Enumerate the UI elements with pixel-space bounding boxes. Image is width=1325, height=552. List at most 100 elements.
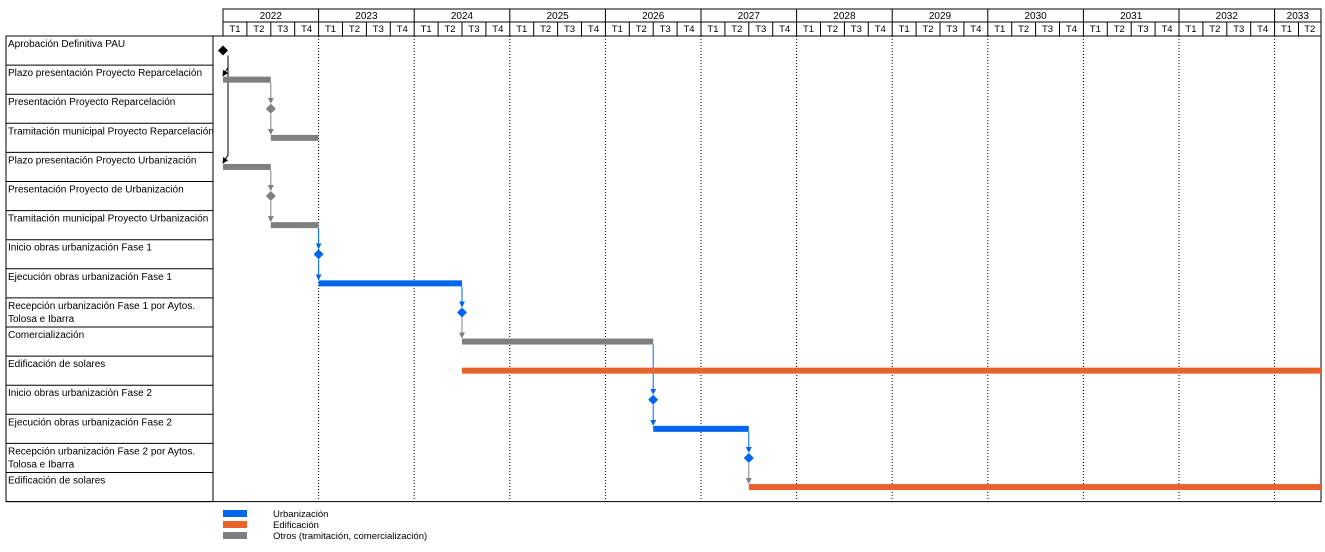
- quarter-label: T3: [1233, 24, 1244, 35]
- quarter-label: T2: [636, 24, 647, 35]
- quarter-label: T3: [660, 24, 671, 35]
- year-label: 2022: [260, 11, 283, 22]
- quarter-label: T4: [875, 24, 886, 35]
- task-label: Inicio obras urbanización Fase 2: [8, 388, 152, 399]
- task-label: Tramitación municipal Proyecto Urbanizac…: [8, 214, 208, 225]
- task-label: Edificación de solares: [8, 359, 105, 370]
- task-label: Presentación Proyecto Reparcelación: [8, 97, 175, 108]
- timeline-header: 2022 2023 2024 2025 2026 2027 2028 2029 2030 2031…: [222, 8, 1322, 37]
- year-label: 2027: [738, 11, 761, 22]
- quarter-label: T1: [325, 24, 336, 35]
- gantt-bar: [223, 163, 271, 170]
- legend-label: Urbanización: [273, 509, 328, 520]
- gantt-bar: [318, 280, 462, 287]
- dependency-links: [222, 55, 752, 485]
- quarter-label: T3: [851, 24, 862, 35]
- task-label: Aprobación Definitiva PAU: [8, 39, 125, 50]
- quarter-label: T2: [540, 24, 551, 35]
- timeline-grid: [318, 36, 1276, 502]
- quarter-label: T1: [516, 24, 527, 35]
- quarter-label: T1: [707, 24, 718, 35]
- quarter-label: T2: [1209, 24, 1220, 35]
- year-label: 2032: [1216, 11, 1239, 22]
- task-label: Recepción urbanización Fase 2 por Aytos.: [8, 446, 195, 457]
- quarter-label: T4: [397, 24, 408, 35]
- quarter-label: T3: [277, 24, 288, 35]
- quarter-label: T1: [994, 24, 1005, 35]
- quarter-label: T3: [564, 24, 575, 35]
- gantt-milestone: [648, 394, 659, 405]
- quarter-label: T2: [1304, 24, 1315, 35]
- task-label: Comercialización: [8, 330, 84, 341]
- gantt-milestone: [743, 452, 754, 463]
- legend-label: Otros (tramitación, comercialización): [273, 531, 427, 542]
- quarter-label: T3: [946, 24, 957, 35]
- gantt-bar: [270, 134, 319, 141]
- quarter-label: T4: [684, 24, 695, 35]
- gantt-milestone: [265, 191, 276, 202]
- task-label: Ejecución obras urbanización Fase 1: [8, 272, 172, 283]
- quarter-label: T3: [755, 24, 766, 35]
- legend-swatch: [223, 532, 247, 539]
- task-rows: Aprobación Definitiva PAU Plazo presentac…: [5, 35, 1322, 503]
- year-label: 2028: [833, 11, 856, 22]
- legend-label: Edificación: [273, 520, 319, 531]
- quarter-label: T1: [1185, 24, 1196, 35]
- quarter-label: T4: [301, 24, 312, 35]
- task-label: Edificación de solares: [8, 476, 105, 487]
- gantt-milestone: [457, 307, 467, 318]
- quarter-label: T3: [1138, 24, 1149, 35]
- gantt-bar: [748, 484, 1321, 491]
- gantt-bar: [270, 222, 319, 229]
- quarter-label: T2: [349, 24, 360, 35]
- legend-swatch: [223, 510, 247, 517]
- year-label: 2029: [929, 11, 952, 22]
- task-label: Ejecución obras urbanización Fase 2: [8, 417, 172, 428]
- task-label: Plazo presentación Proyecto Urbanización: [8, 155, 196, 166]
- task-label: Recepción urbanización Fase 1 por Aytos.: [8, 301, 195, 312]
- gantt-bar: [462, 338, 654, 345]
- quarter-label: T1: [1281, 24, 1292, 35]
- quarter-label: T3: [1042, 24, 1053, 35]
- year-label: 2025: [546, 11, 569, 22]
- year-label: 2031: [1120, 11, 1143, 22]
- quarter-label: T3: [373, 24, 384, 35]
- task-label-line2: Tolosa e Ibarra: [8, 314, 75, 325]
- year-label: 2024: [451, 11, 474, 22]
- quarter-label: T4: [970, 24, 981, 35]
- gantt-bar: [462, 367, 1321, 374]
- quarter-label: T1: [899, 24, 910, 35]
- gantt-bar: [653, 425, 749, 432]
- task-marks: [218, 45, 1321, 491]
- quarter-label: T1: [229, 24, 240, 35]
- quarter-label: T1: [421, 24, 432, 35]
- year-label: 2023: [355, 11, 378, 22]
- quarter-label: T4: [588, 24, 599, 35]
- dependency-arrow: [222, 55, 229, 164]
- dependency-arrow: [222, 55, 229, 77]
- quarter-label: T4: [779, 24, 790, 35]
- quarter-label: T2: [445, 24, 456, 35]
- gantt-milestone: [265, 103, 276, 114]
- task-label: Tramitación municipal Proyecto Reparcela…: [8, 126, 214, 137]
- quarter-label: T1: [803, 24, 814, 35]
- quarter-label: T4: [1162, 24, 1173, 35]
- task-label: Presentación Proyecto de Urbanización: [8, 185, 184, 196]
- task-label-line2: Tolosa e Ibarra: [8, 459, 75, 470]
- task-label: Inicio obras urbanización Fase 1: [8, 243, 152, 254]
- quarter-label: T4: [492, 24, 503, 35]
- quarter-label: T4: [1257, 24, 1268, 35]
- year-label: 2030: [1024, 11, 1047, 22]
- quarter-label: T2: [827, 24, 838, 35]
- year-label: 2033: [1287, 11, 1310, 22]
- gantt-milestone: [218, 45, 228, 56]
- quarter-label: T2: [731, 24, 742, 35]
- legend-swatch: [223, 521, 247, 528]
- quarter-label: T1: [612, 24, 623, 35]
- quarter-label: T2: [1018, 24, 1029, 35]
- year-label: 2026: [642, 11, 665, 22]
- gantt-bar: [223, 76, 271, 83]
- gantt-milestone: [313, 249, 324, 260]
